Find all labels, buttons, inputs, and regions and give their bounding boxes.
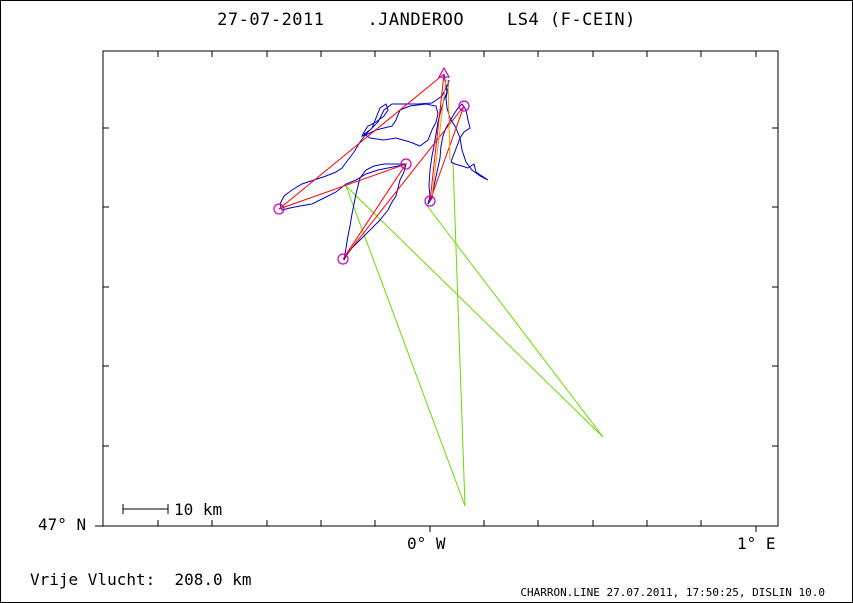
turnpoint-marker [337,253,349,265]
turnpoint-marker [400,158,412,170]
orange-leg [431,79,451,197]
scale-bar [122,504,169,514]
x-ticks [157,51,757,532]
y-ticks [95,127,778,527]
credit-label: CHARRON.LINE 27.07.2011, 17:50:25, DISLI… [520,586,825,599]
turnpoint-marker [424,195,436,207]
green-legs [345,161,604,507]
turnpoint-markers [273,66,470,265]
turnpoint-marker [273,203,285,215]
plot-area [102,50,779,527]
turnpoint-marker [458,100,470,112]
lon0-label: 0° W [407,534,446,553]
lon1-label: 1° E [737,534,776,553]
lat-label: 47° N [38,515,87,534]
page-title: 27-07-2011 .JANDEROO LS4 (F-CEIN) [217,10,636,30]
task-legs [278,73,465,260]
flight-track [279,73,489,261]
scale-bar-label: 10 km [174,500,223,519]
start-triangle-icon [437,66,451,78]
distance-label: Vrije Vlucht: 208.0 km [30,570,252,589]
